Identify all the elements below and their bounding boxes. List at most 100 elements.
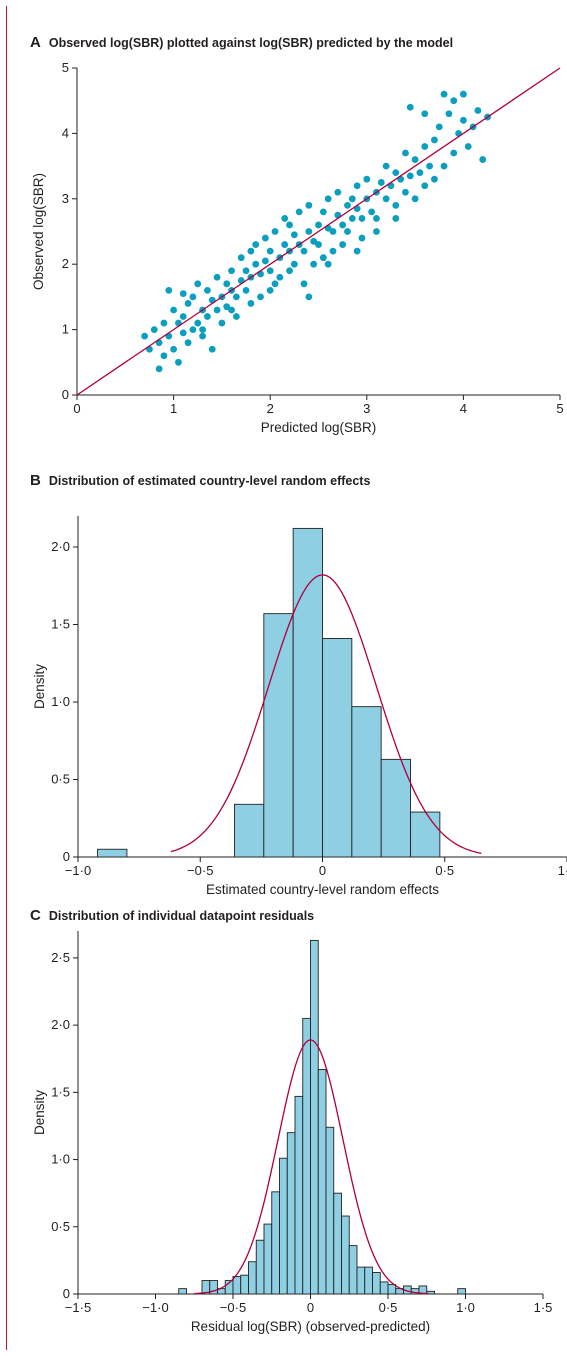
scatter-point (334, 188, 342, 196)
y-tick-label: 2 (62, 256, 69, 271)
panel-a-title: A Observed log(SBR) plotted against log(S… (30, 34, 453, 51)
histogram-bar (292, 527, 323, 858)
scatter-point (416, 169, 424, 177)
scatter-point (329, 247, 337, 255)
scatter-point (179, 313, 187, 320)
y-tick-label: 1·0 (51, 1152, 70, 1167)
histogram-bar (418, 1285, 428, 1295)
histogram-chart-b: −1·0 −0·5 0 0·5 1·0 0 0·5 1·0 1·5 2·0 Estimated co… (32, 516, 567, 897)
histogram-bar (457, 1288, 466, 1295)
scatter-point (406, 103, 414, 111)
histogram-bar (97, 848, 128, 858)
scatter-point (368, 208, 376, 216)
x-tick-label: 4 (460, 401, 467, 416)
scatter-point (440, 90, 448, 98)
scatter-point (324, 260, 332, 268)
scatter-point (189, 326, 197, 333)
scatter-point (290, 260, 298, 268)
scatter-point (411, 195, 419, 203)
histogram-bar (341, 1215, 350, 1295)
y-tick-label: 2·0 (51, 539, 70, 554)
scatter-point (199, 326, 206, 333)
histogram-bar (279, 1157, 288, 1295)
scatter-point (435, 123, 443, 131)
scatter-point (373, 228, 380, 235)
x-axis-label: Estimated country-level random effects (206, 882, 439, 897)
scatter-point (445, 110, 453, 118)
scatter-point (315, 241, 322, 248)
scatter-point (271, 280, 279, 288)
x-tick-label: −1·5 (65, 1300, 91, 1315)
x-tick-label: 1 (170, 401, 177, 416)
scatter-point (479, 156, 487, 163)
histogram-bar (351, 706, 382, 858)
scatter-point (208, 345, 216, 353)
histogram-bar (240, 1274, 249, 1295)
scatter-point (329, 228, 337, 235)
scatter-point (406, 172, 414, 180)
scatter-point (348, 215, 356, 222)
scatter-point (223, 303, 231, 311)
scatter-point (319, 208, 327, 216)
histogram-bar (348, 1245, 358, 1295)
scatter-point (184, 339, 192, 347)
scatter-point (204, 313, 211, 320)
scatter-point (266, 247, 274, 255)
scatter-point (252, 260, 260, 268)
scatter-point (213, 273, 221, 281)
histogram-bar (263, 613, 294, 858)
scatter-point (141, 332, 149, 340)
scatter-point (179, 290, 187, 298)
x-tick-label: 0·5 (435, 863, 454, 878)
x-tick-label: 0 (307, 1300, 314, 1315)
panel-b-title: B Distribution of estimated country-level… (30, 472, 370, 489)
panel-b-letter: B (30, 472, 41, 489)
x-axis-label: Predicted log(SBR) (261, 420, 377, 435)
histogram-bar (248, 1261, 257, 1295)
histogram-bar (380, 758, 411, 858)
scatter-point (228, 306, 235, 314)
x-tick-label: 0·5 (379, 1300, 398, 1315)
panel-c-letter: C (30, 907, 41, 924)
histogram-chart-c: −1·5 −1·0 −0·5 0 0·5 1·0 1·5 0 0·5 1·0 1·5 2·0 2·5 Re… (32, 931, 553, 1334)
histogram-bar (178, 1288, 187, 1295)
scatter-point (223, 280, 231, 288)
scatter-point (305, 201, 313, 209)
y-tick-label: 2·0 (51, 1017, 70, 1032)
histogram-bar (325, 1126, 335, 1295)
scatter-point (431, 175, 438, 183)
scatter-point (286, 267, 293, 275)
scatter-point (450, 149, 458, 157)
scatter-point (160, 319, 168, 327)
scatter-point (377, 179, 385, 186)
scatter-point (175, 358, 182, 366)
y-axis-label: Observed log(SBR) (31, 173, 46, 290)
scatter-point (170, 306, 178, 314)
y-axis-label: Density (32, 1090, 47, 1135)
y-tick-label: 5 (62, 60, 69, 75)
scatter-point (411, 156, 419, 163)
scatter-point (242, 286, 250, 294)
scatter-point (310, 260, 318, 268)
scatter-point (232, 313, 240, 320)
scatter-point (276, 273, 284, 281)
x-tick-label: −1·0 (65, 863, 91, 878)
scatter-point (266, 286, 274, 294)
scatter-point (464, 143, 472, 150)
scatter-point (150, 326, 158, 333)
x-tick-label: 1·0 (558, 863, 567, 878)
scatter-point (402, 149, 409, 157)
scatter-point (232, 293, 240, 301)
scatter-point (252, 241, 260, 248)
scatter-point (348, 195, 356, 203)
scatter-point (261, 257, 269, 265)
scatter-point (315, 221, 322, 229)
scatter-point (160, 352, 168, 360)
y-tick-label: 1·0 (51, 694, 70, 709)
histogram-bar (379, 1281, 389, 1295)
x-tick-label: 1·5 (534, 1300, 553, 1315)
scatter-point (305, 228, 313, 235)
scatter-point (353, 182, 361, 190)
figure-frame (6, 6, 561, 1350)
scatter-point (440, 162, 448, 170)
